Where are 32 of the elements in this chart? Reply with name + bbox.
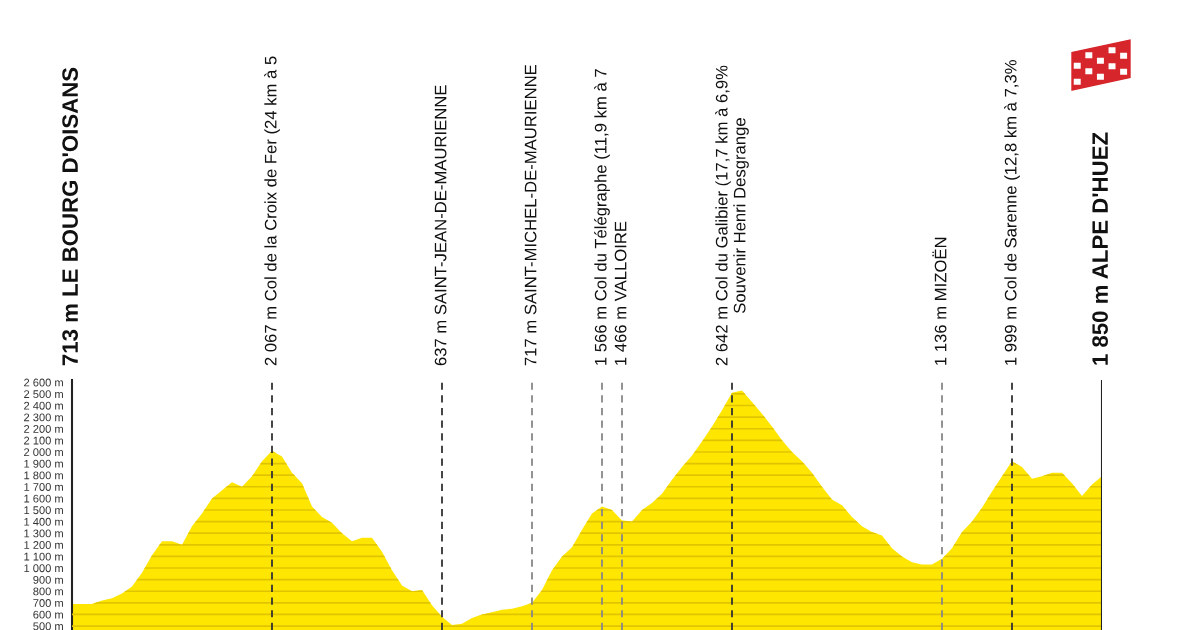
y-tick-label: 600 m <box>33 610 63 619</box>
x-tick-label: 2 642 m Col du Galibier (17,7 km à 6,9% Souvenir Henri Desgrange <box>715 65 749 366</box>
x-tick-label: 1 850 m ALPE D'HUEZ <box>1092 132 1108 365</box>
y-tick-label: 1 800 m <box>24 471 63 480</box>
y-tick-label: 800 m <box>33 587 63 596</box>
y-tick-label: 2 400 m <box>24 401 63 410</box>
y-tick-label: 1 900 m <box>24 459 63 468</box>
y-tick-label: 1 300 m <box>24 529 63 538</box>
y-tick-label: 2 100 m <box>24 436 63 445</box>
x-tick-label: 1 466 m VALLOIRE <box>614 221 627 365</box>
y-tick-label: 1 600 m <box>24 494 63 503</box>
y-tick-label: 1 100 m <box>24 552 63 561</box>
y-tick-label: 2 200 m <box>24 425 63 433</box>
y-tick-label: 1 700 m <box>24 483 63 491</box>
y-tick-label: 2 600 m <box>24 378 63 387</box>
x-tick-label: 1 566 m Col du Télégraphe (11,9 km à 7 <box>594 69 610 365</box>
y-tick-label: 2 000 m <box>24 448 63 457</box>
x-tick-label: 1 999 m Col de Sarenne (12,8 km à 7,3% <box>1004 60 1020 365</box>
y-tick-label: 700 m <box>33 599 63 607</box>
y-tick-label: 1 500 m <box>24 506 63 515</box>
x-tick-label: 713 m LE BOURG D'OISANS <box>62 67 78 366</box>
x-tick-label: 717 m SAINT-MICHEL-DE-MAURIENNE <box>524 64 537 366</box>
y-tick-label: 1 200 m <box>24 541 63 549</box>
y-tick-label: 500 m <box>33 622 63 630</box>
x-tick-label: 1 136 m MIZOËN <box>932 237 947 365</box>
y-tick-label: 1 000 m <box>24 564 63 573</box>
y-tick-label: 1 400 m <box>24 517 63 526</box>
y-tick-label: 2 500 m <box>24 390 63 399</box>
x-tick-label: 2 067 m Col de la Croix de Fer (24 km à 5 <box>264 56 280 366</box>
y-tick-label: 2 300 m <box>24 413 63 422</box>
x-tick-label: 637 m SAINT-JEAN-DE-MAURIENNE <box>434 85 447 366</box>
y-tick-label: 900 m <box>33 575 63 584</box>
